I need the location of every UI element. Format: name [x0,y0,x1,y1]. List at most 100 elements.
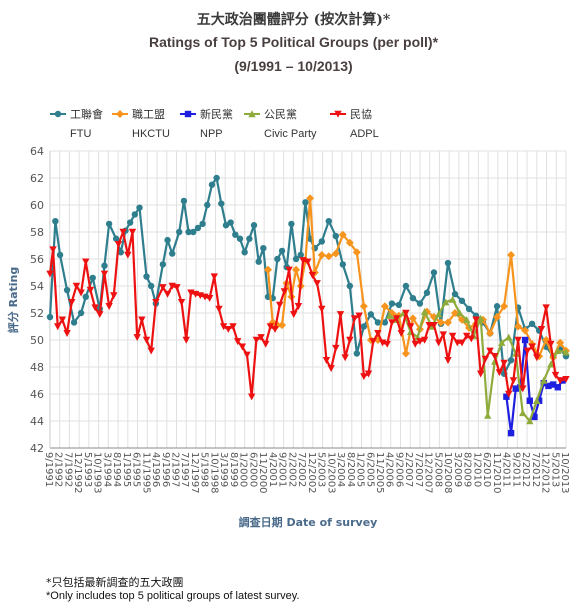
data-point [124,251,132,259]
data-point [486,347,494,355]
data-point [364,370,373,378]
data-point [302,199,309,206]
legend-label-en: ADPL [350,128,379,140]
data-point [388,319,396,327]
data-point [425,321,433,329]
data-point [89,274,96,282]
data-point [236,235,244,242]
data-point [143,273,150,280]
data-point [114,240,123,248]
x-axis-label: 調查日期 Date of survey [239,515,378,529]
data-point [360,323,368,330]
data-point [56,251,64,259]
data-point [233,338,242,346]
data-point [70,319,78,326]
legend-item: 公民黨 Civic Party [244,107,317,140]
data-point [313,280,321,287]
data-point [308,272,317,279]
data-point [100,270,109,278]
data-point [276,301,284,309]
data-point [486,329,495,338]
data-point [54,110,62,118]
x-tick-label: 5/2008 [432,452,443,487]
data-point [495,369,504,377]
x-tick-label: 9/2011 [510,452,521,487]
legend-label: 民協 [350,108,372,121]
data-point [451,290,459,298]
data-point [448,295,457,303]
x-tick-label: 3/2009 [452,452,463,487]
legend-label: 職工盟 [132,108,165,121]
data-point [369,338,377,346]
x-tick-label: 8/2009 [462,452,473,487]
data-point [420,336,429,344]
data-point [182,336,190,344]
data-point [290,311,298,319]
data-point [535,397,543,404]
x-axis: 9/19912/19927/199212/19925/199310/19933/… [43,452,570,494]
x-tick-label: 8/1994 [111,452,122,487]
data-point [355,312,363,320]
data-point [353,350,361,357]
data-point [327,365,335,373]
x-tick-label: 3/1999 [218,452,229,487]
data-point [46,313,54,321]
data-point [345,238,354,247]
data-point [551,371,560,379]
data-point [128,228,137,236]
y-tick-label: 44 [30,415,44,428]
x-tick-label: 7/1997 [179,452,190,487]
data-point [232,231,239,238]
x-tick-label: 2/1992 [53,452,64,487]
data-point [222,222,230,229]
legend: 工聯會 FTU 職工盟 HKCTU 新民黨 NPP 公民黨 Civic Party 民協 ADPL [50,107,379,140]
data-point [176,228,183,236]
legend-label: 工聯會 [70,107,103,121]
data-point [318,238,325,245]
data-point [332,232,340,240]
data-point [241,249,248,256]
data-point [556,377,564,385]
legend-label: 新民黨 [200,107,233,121]
data-point [82,258,90,266]
data-point [458,297,466,305]
data-point [325,218,332,225]
data-point [509,377,518,385]
data-point [208,181,216,188]
series-adpl [46,228,570,401]
y-tick-label: 62 [30,172,44,185]
data-point [246,235,253,242]
legend-label-en: Civic Party [264,128,317,140]
data-point [477,370,485,378]
data-point [147,282,155,290]
x-tick-label: 11/2010 [491,452,502,494]
x-tick-label: 7/1992 [62,452,73,487]
data-point [77,289,85,297]
data-point [458,339,466,347]
x-tick-label: 1/2000 [238,452,249,487]
data-point [397,330,405,337]
data-point [324,252,333,261]
data-point [210,273,218,281]
data-point [385,312,394,319]
data-point [184,110,192,118]
data-point [402,282,410,290]
data-point [439,331,448,339]
data-point [416,338,424,346]
chart-period: (9/1991 – 10/2013) [234,58,353,74]
data-point [278,247,286,255]
data-point [260,245,267,252]
data-point [173,284,181,292]
x-tick-label: 5/1998 [199,452,210,487]
data-point [49,246,57,254]
legend-label: 公民黨 [264,107,297,121]
data-point [190,228,197,236]
data-point [441,298,450,306]
legend-label-en: HKCTU [132,128,170,140]
data-point [169,250,176,257]
data-point [352,248,361,257]
data-point [257,334,265,341]
data-point [526,417,534,425]
legend-label-en: FTU [70,128,91,140]
data-point [126,219,134,226]
